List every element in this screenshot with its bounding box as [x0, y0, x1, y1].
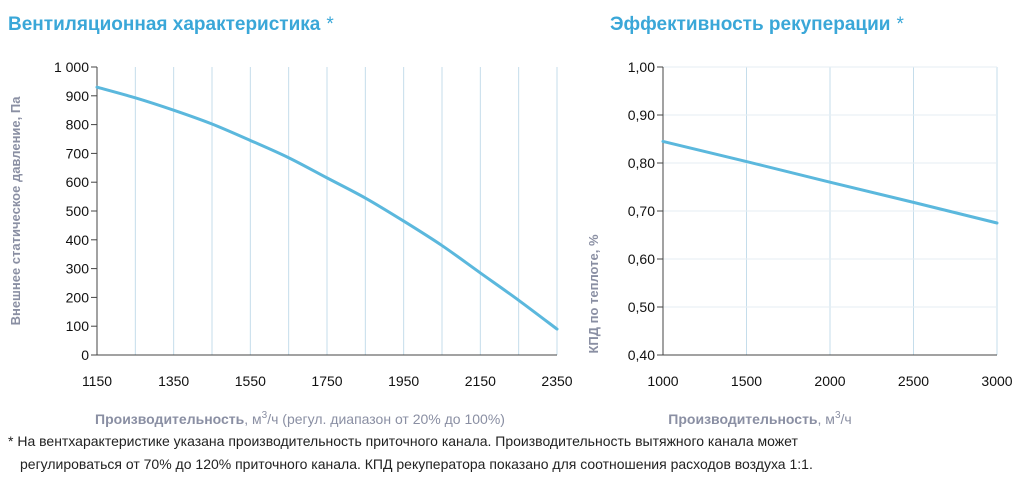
vent-y-tick-label: 200	[66, 289, 90, 305]
vent-x-tick-label: 1350	[158, 373, 189, 389]
vent-y-tick-label: 100	[66, 318, 90, 334]
rec-x-tick-label: 2500	[898, 373, 929, 389]
vent-x-axis-label: Производительность, м3/ч (регул. диапазо…	[95, 410, 505, 427]
vent-series-line	[95, 85, 559, 331]
vent-y-tick-label: 900	[66, 88, 90, 104]
rec-y-tick-label: 1,00	[628, 59, 655, 75]
rec-x-axis-label: Производительность, м3/ч	[668, 410, 851, 427]
vent-x-tick-label: 2150	[465, 373, 496, 389]
rec-x-tick-label: 3000	[981, 373, 1012, 389]
rec-series-line	[661, 139, 999, 225]
rec-y-tick-label: 0,90	[628, 107, 655, 123]
rec-y-tick-label: 0,80	[628, 155, 655, 171]
rec-y-tick-label: 0,50	[628, 299, 655, 315]
rec-y-tick-label: 0,40	[628, 347, 655, 363]
vent-y-axis-label: Внешнее статическое давление, Па	[8, 96, 23, 326]
footnote-line-2: регулироваться от 70% до 120% приточного…	[20, 456, 813, 472]
vent-y-tick-label: 400	[66, 232, 90, 248]
vent-y-tick-label: 0	[81, 347, 89, 363]
rec-y-axis-label: КПД по теплоте, %	[586, 234, 601, 354]
chart-title-recovery: Эффективность рекуперации *	[610, 14, 904, 36]
vent-y-tick-label: 500	[66, 203, 90, 219]
vent-x-tick-label: 1550	[235, 373, 266, 389]
vent-x-tick-label: 1950	[388, 373, 419, 389]
rec-x-tick-label: 1000	[647, 373, 678, 389]
title-asterisk: *	[896, 14, 904, 35]
vent-y-tick-label: 1 000	[54, 59, 89, 75]
title-text: Вентиляционная характеристика	[8, 14, 321, 35]
vent-y-tick-label: 300	[66, 261, 90, 277]
rec-x-tick-label: 1500	[731, 373, 762, 389]
footnote-line-1: * На вентхарактеристике указана производ…	[8, 433, 798, 449]
footnote: * На вентхарактеристике указана производ…	[8, 430, 1008, 476]
vent-y-tick-label: 600	[66, 174, 90, 190]
title-asterisk: *	[326, 14, 334, 35]
vent-x-tick-label: 1750	[311, 373, 342, 389]
vent-x-tick-label: 1150	[82, 373, 112, 389]
vent-y-tick-label: 700	[66, 145, 90, 161]
rec-y-tick-label: 0,70	[628, 203, 655, 219]
rec-y-tick-label: 0,60	[628, 251, 655, 267]
title-text: Эффективность рекуперации	[610, 14, 891, 35]
chart-title-ventilation: Вентиляционная характеристика *	[8, 14, 334, 36]
vent-x-tick-label: 2350	[541, 373, 572, 389]
vent-y-tick-label: 800	[66, 117, 90, 133]
rec-x-tick-label: 2000	[814, 373, 845, 389]
